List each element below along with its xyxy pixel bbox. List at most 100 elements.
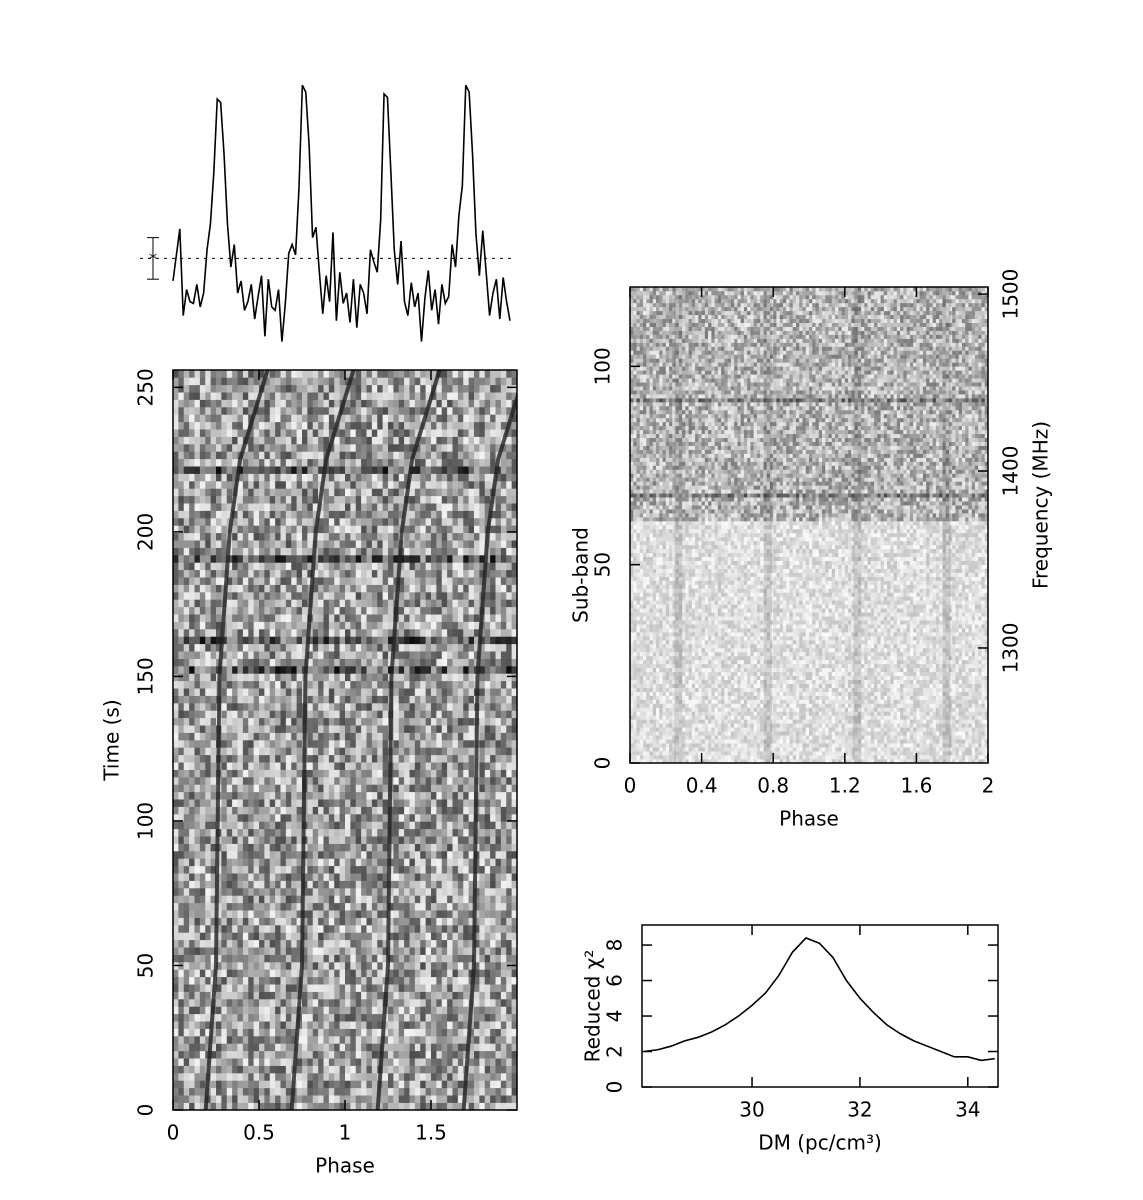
- image-cell: [479, 695, 486, 704]
- image-cell: [398, 762, 405, 770]
- image-cell: [248, 799, 254, 807]
- image-cell: [366, 732, 373, 741]
- image-cell: [275, 828, 281, 837]
- image-cell: [398, 636, 405, 645]
- image-cell: [393, 555, 400, 563]
- image-cell: [420, 555, 426, 563]
- image-cell: [404, 555, 410, 563]
- image-cell: [189, 710, 195, 719]
- image-cell: [500, 547, 507, 556]
- image-cell: [178, 695, 185, 704]
- image-cell: [275, 843, 281, 852]
- image-cell: [431, 1073, 437, 1081]
- image-cell: [339, 806, 346, 815]
- image-cell: [173, 984, 179, 992]
- image-cell: [291, 666, 297, 674]
- image-cell: [323, 547, 330, 556]
- image-cell: [253, 643, 260, 652]
- image-cell: [398, 1073, 405, 1081]
- image-cell: [452, 843, 459, 852]
- image-cell: [259, 858, 265, 867]
- image-cell: [232, 614, 238, 622]
- image-cell: [323, 821, 330, 830]
- image-cell: [226, 658, 233, 667]
- image-cell: [275, 954, 281, 963]
- image-cell: [463, 865, 469, 874]
- image-cell: [232, 621, 238, 630]
- image-cell: [479, 666, 486, 674]
- image-cell: [500, 555, 507, 563]
- image-cell: [318, 917, 324, 926]
- image-cell: [361, 784, 367, 793]
- image-cell: [232, 740, 238, 748]
- image-cell: [479, 1073, 486, 1081]
- image-cell: [280, 717, 287, 726]
- image-cell: [425, 814, 432, 822]
- image-cell: [285, 629, 292, 637]
- image-cell: [248, 791, 254, 800]
- image-cell: [345, 547, 351, 556]
- image-cell: [194, 680, 201, 689]
- image-cell: [377, 895, 383, 904]
- image-cell: [307, 858, 314, 867]
- image-cell: [334, 814, 340, 822]
- image-cell: [189, 592, 195, 600]
- image-cell: [291, 976, 297, 985]
- image-cell: [484, 895, 491, 904]
- image-cell: [199, 762, 206, 770]
- image-cell: [232, 1050, 238, 1059]
- image-cell: [259, 939, 265, 948]
- image-cell: [232, 651, 238, 659]
- image-cell: [216, 1058, 222, 1066]
- image-cell: [409, 540, 416, 548]
- image-cell: [226, 976, 233, 985]
- image-cell: [441, 925, 448, 933]
- image-cell: [291, 791, 297, 800]
- image-cell: [371, 1058, 378, 1066]
- image-cell: [210, 777, 217, 785]
- image-cell: [280, 947, 287, 955]
- image-cell: [312, 1043, 319, 1052]
- image-cell: [371, 540, 378, 548]
- image-cell: [318, 1073, 324, 1081]
- image-cell: [506, 547, 512, 556]
- image-cell: [382, 725, 389, 733]
- image-cell: [259, 806, 265, 815]
- image-cell: [318, 932, 324, 941]
- image-cell: [484, 1058, 491, 1066]
- image-cell: [420, 547, 426, 556]
- image-cell: [393, 895, 400, 904]
- image-cell: [205, 821, 211, 830]
- image-cell: [447, 969, 453, 978]
- image-cell: [205, 947, 211, 955]
- image-cell: [199, 1080, 206, 1089]
- image-cell: [495, 643, 502, 652]
- image-cell: [404, 843, 410, 852]
- image-cell: [269, 540, 276, 548]
- image-cell: [382, 836, 389, 844]
- image-cell: [414, 999, 421, 1007]
- image-cell: [189, 851, 195, 859]
- image-cell: [495, 1043, 502, 1052]
- image-cell: [312, 888, 319, 896]
- image-cell: [178, 799, 185, 807]
- image-cell: [371, 910, 378, 918]
- image-cell: [366, 1021, 373, 1029]
- image-cell: [205, 954, 211, 963]
- image-cell: [361, 888, 367, 896]
- image-cell: [183, 1036, 190, 1044]
- image-cell: [302, 1013, 308, 1022]
- image-cell: [377, 836, 383, 844]
- image-cell: [199, 703, 206, 711]
- image-cell: [463, 851, 469, 859]
- image-cell: [291, 821, 297, 830]
- image-cell: [350, 599, 357, 608]
- image-cell: [468, 1028, 475, 1037]
- image-cell: [285, 621, 292, 630]
- image-cell: [366, 791, 373, 800]
- image-cell: [441, 932, 448, 941]
- image-cell: [302, 540, 308, 548]
- image-cell: [173, 925, 179, 933]
- image-cell: [253, 1073, 260, 1081]
- image-cell: [312, 851, 319, 859]
